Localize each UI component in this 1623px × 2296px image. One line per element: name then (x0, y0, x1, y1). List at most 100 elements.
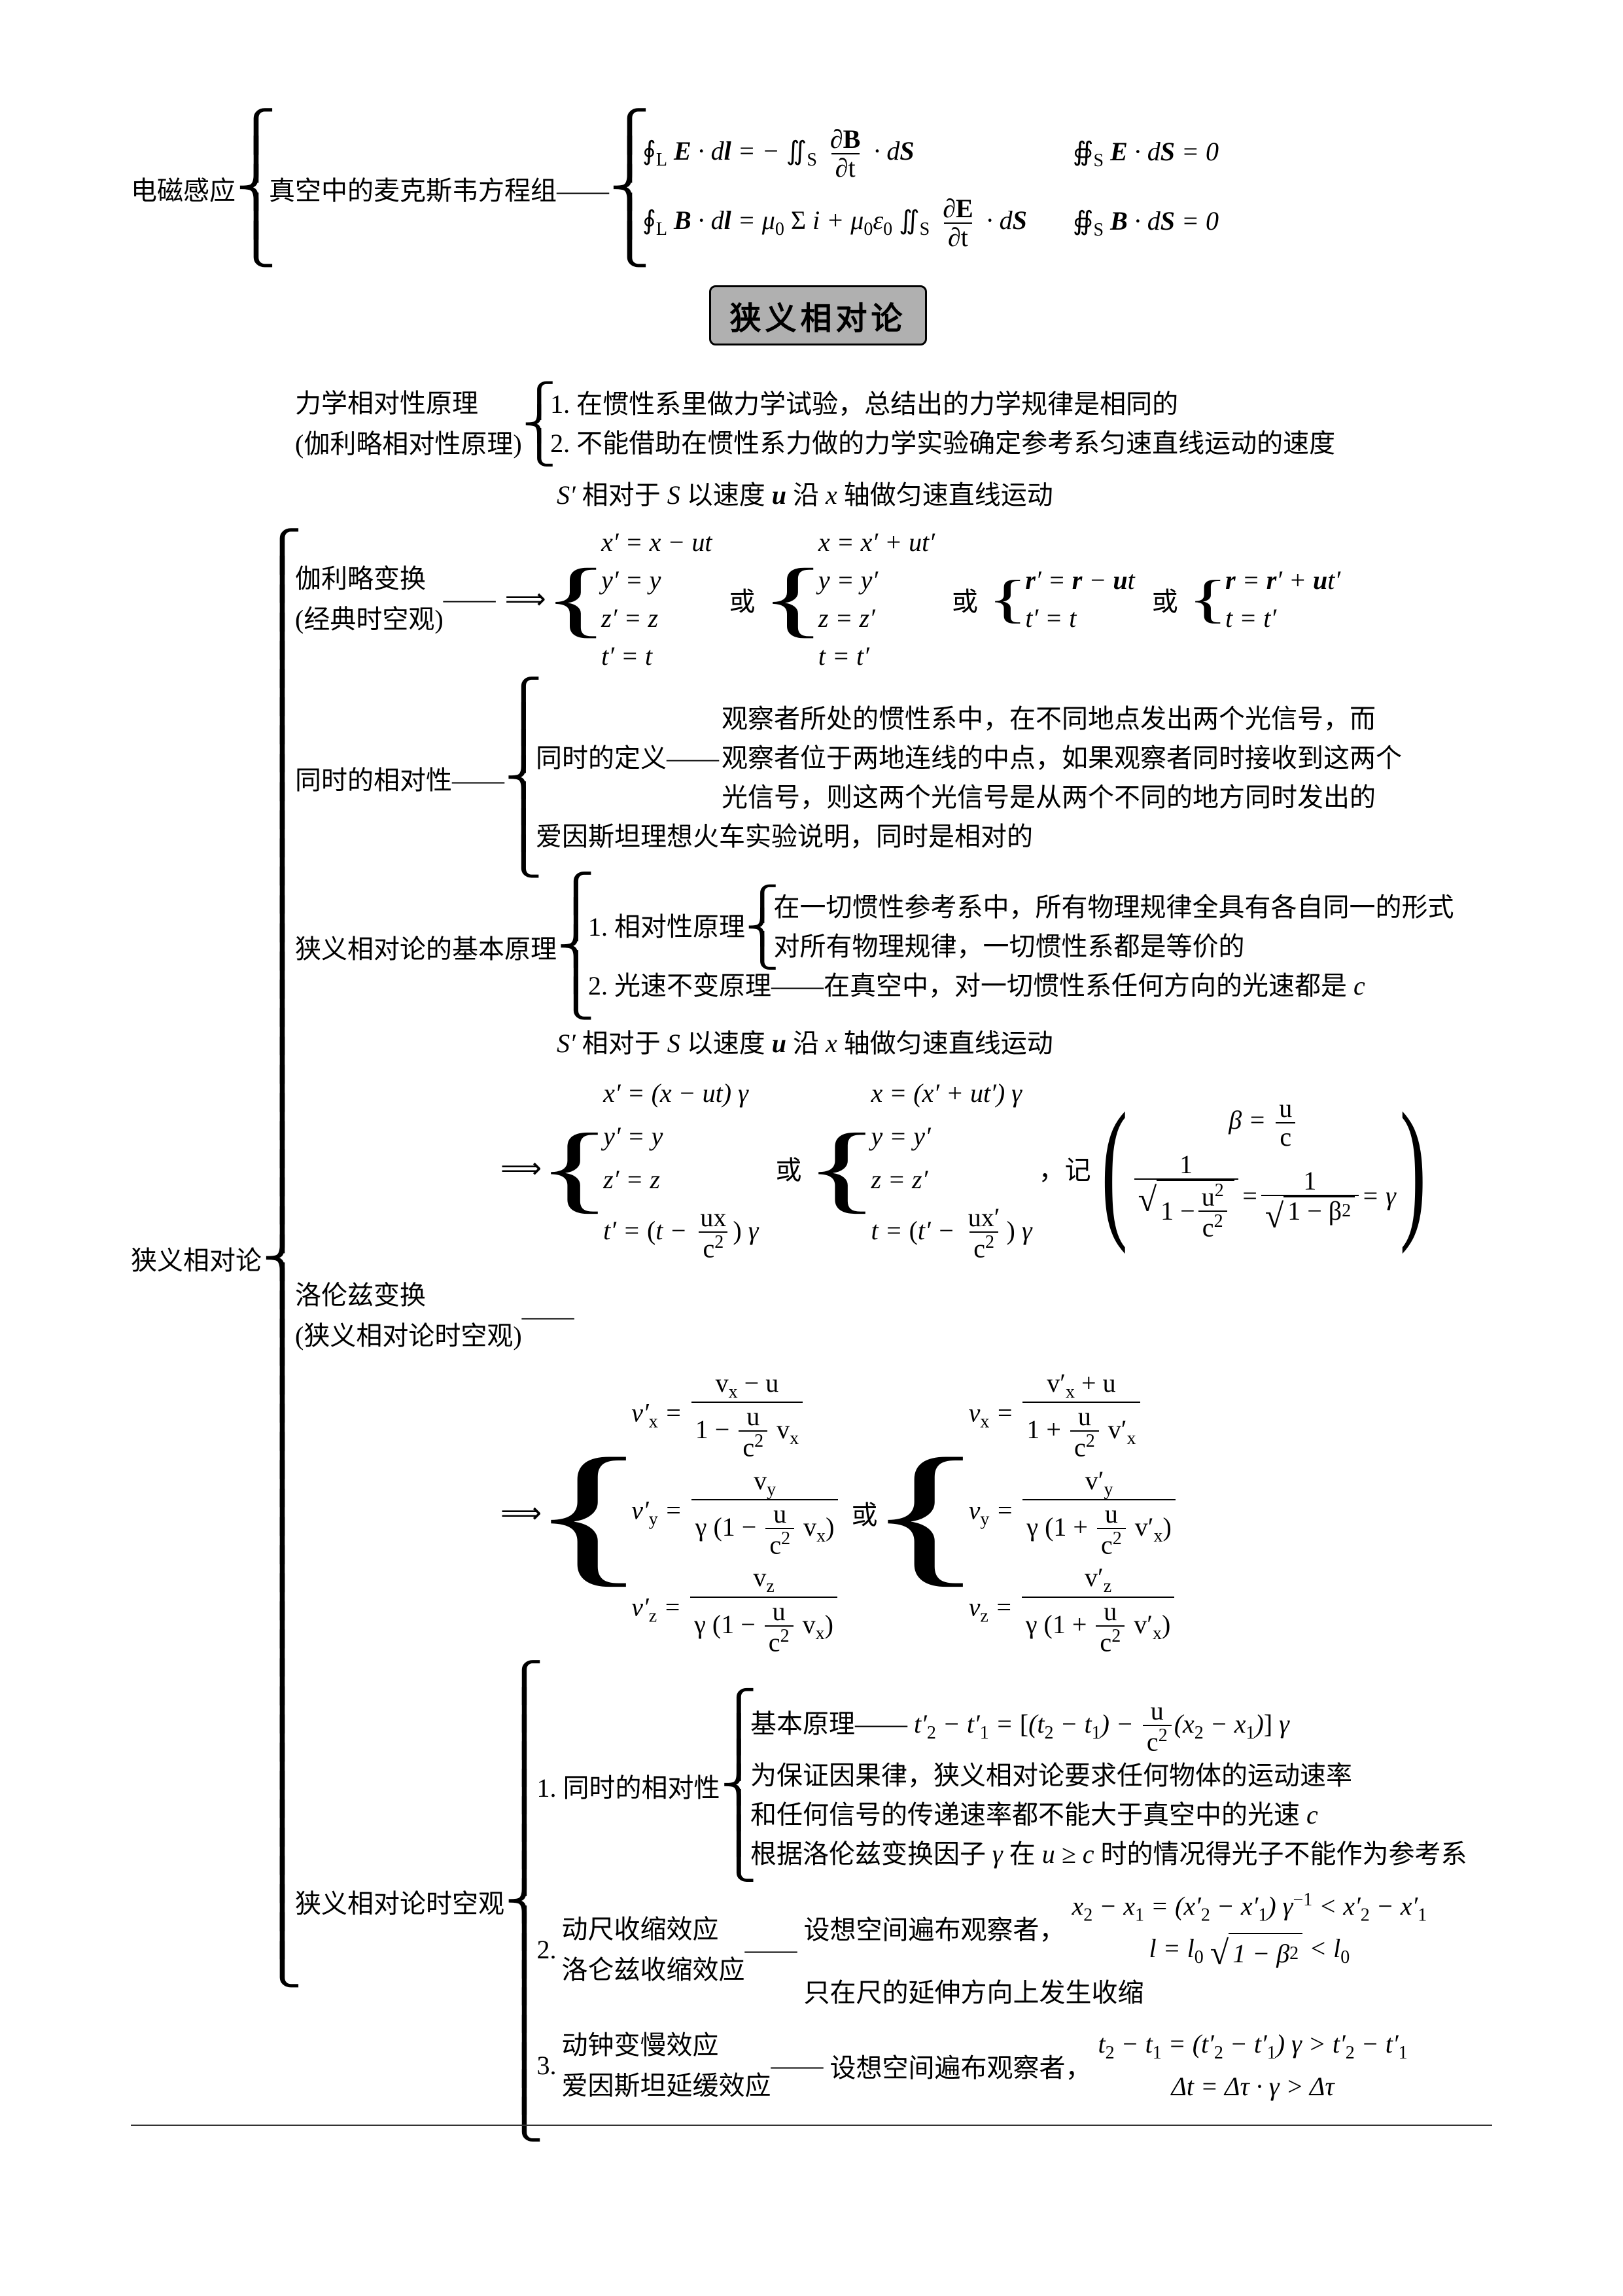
or-text: 或 (775, 1149, 801, 1187)
st-simultaneity: 1. 同时的相对性 ⎧ ⎪ ⎪ ⎨ ⎪ ⎪ ⎩ 基本原理—— t′2 − t′1… (537, 1697, 1467, 1875)
st-time-dilation: 3. 动钟变慢效应 爱因斯坦延缓效应 —— 设想空间遍布观察者， t2 − t1… (537, 2024, 1467, 2106)
vel2-z: vz = v′zγ (1 + uc2 v′x) (969, 1564, 1178, 1656)
frame-note-2: S′ 相对于 S 以速度 u 沿 x 轴做匀速直线运动 (557, 1022, 1505, 1060)
st-time-eq2: Δt = Δτ · γ > Δτ (1171, 2067, 1334, 2106)
brace-icon: { (760, 561, 826, 637)
gal-s1-3: z′ = z (601, 599, 712, 637)
st-sim-l2: 为保证因果律，狭义相对论要求任何物体的运动速率 (750, 1756, 1467, 1795)
st-sim-num: 1. 同时的相对性 (537, 1767, 720, 1805)
st-sim-l4: 根据洛伦兹变换因子 γ 在 u ≥ c 时的情况得光子不能作为参考系 (750, 1835, 1467, 1874)
implies-icon: ⟹ (500, 1152, 542, 1185)
post-p1-label: 1. 相对性原理 (588, 908, 745, 947)
maxwell-eq3: ∮L B · dl = μ0 Σ i + μ0ε0 ∬S ∂E∂t · dS (642, 195, 1027, 251)
st-len-text2: 只在尺的延伸方向上发生收缩 (804, 1973, 1427, 2013)
brace-icon: ⎧ ⎨ ⎩ (522, 389, 557, 459)
maxwell-eq1: ∮L E · dl = − ∬S ∂B∂t · dS (642, 126, 1027, 182)
brace-icon: { (543, 561, 608, 637)
mech-rel-label-top: 力学相对性原理 (295, 383, 478, 424)
st-sim-l1: 基本原理—— t′2 − t′1 = [(t2 − t1) − uc2(x2 −… (750, 1697, 1467, 1756)
galileo-dash: —— (444, 584, 496, 614)
gal-s1-1: x′ = x − ut (601, 523, 712, 561)
brace-icon: ⎧ ⎨ ⎩ (745, 892, 780, 963)
gal-s4-1: r = r′ + ut′ (1225, 561, 1340, 599)
brace-icon: ⎧ ⎪ ⎪ ⎨ ⎪ ⎪ ⎩ (720, 1697, 758, 1875)
lor-s2-3: z = z′ (871, 1161, 1032, 1199)
footer-rule (131, 2125, 1492, 2126)
st-sim-l3: 和任何信号的传递速率都不能大于真空中的光速 c (750, 1795, 1467, 1835)
lor-s1-3: z′ = z (603, 1161, 758, 1199)
gal-s4-2: t = t′ (1225, 599, 1340, 637)
lorentz-dash: —— (522, 1301, 574, 1332)
page: 电磁感应 ⎧ ⎪ ⎨ ⎪ ⎩ 真空中的麦克斯韦方程组—— ⎧ ⎪ ⎨ ⎪ ⎩ ∮… (0, 0, 1623, 2296)
vel1-z: v′z = vzγ (1 − uc2 vx) (631, 1564, 841, 1656)
st-time-text1: 设想空间遍布观察者， (830, 2047, 1092, 2085)
mech-rel-line2: 2. 不能借助在惯性系力做的力学实验确定参考系匀速直线运动的速度 (550, 424, 1335, 463)
maxwell-eq4: ∯S B · dS = 0 (1073, 205, 1219, 241)
gal-s2-3: z = z′ (818, 599, 935, 637)
or-text: 或 (1152, 580, 1178, 618)
lorentz-label-row: 洛伦兹变换 (狭义相对论时空观) —— (295, 1275, 1505, 1356)
simul-einstein: 爱因斯坦理想火车实验说明，同时是相对的 (536, 817, 1402, 857)
lorentz-label-top: 洛伦兹变换 (295, 1275, 426, 1316)
gamma-def: 1√1 − u2c2 = 1√1 − β2 = γ (1132, 1151, 1396, 1242)
sr-spacetime-view: 狭义相对论时空观 ⎧ ⎪ ⎪ ⎪ ⎪ ⎪ ⎪ ⎪ ⎨ ⎪ ⎪ ⎪ ⎪ ⎪ ⎪ ⎪… (295, 1669, 1505, 2134)
frame-note-1: S′ 相对于 S 以速度 u 沿 x 轴做匀速直线运动 (557, 474, 1505, 512)
brace-icon: ⎧ ⎪ ⎨ ⎪ ⎩ (609, 118, 650, 259)
lorentz-transform-coord: ⟹ { x′ = (x − ut) γ y′ = y z′ = z t′ = (… (491, 1072, 1505, 1265)
maxwell-equations: ∮L E · dl = − ∬S ∂B∂t · dS ∯S E · dS = 0… (642, 126, 1219, 251)
lor-s2-2: y = y′ (871, 1118, 1032, 1156)
post-p2: 2. 光速不变原理——在真空中，对一切惯性系任何方向的光速都是 c (588, 966, 1454, 1006)
post-p1-l1: 在一切惯性参考系中，所有物理规律全具有各自同一的形式 (774, 888, 1454, 927)
vel1-x: v′x = vx − u1 − uc2 vx (631, 1369, 841, 1462)
galileo-transform: 伽利略变换 (经典时空观) —— ⟹ { x′ = x − ut y′ = y … (295, 523, 1505, 675)
st-time-name1: 动钟变慢效应 (562, 2025, 719, 2066)
st-time-dash: —— (771, 2050, 824, 2081)
maxwell-block: 电磁感应 ⎧ ⎪ ⎨ ⎪ ⎩ 真空中的麦克斯韦方程组—— ⎧ ⎪ ⎨ ⎪ ⎩ ∮… (131, 118, 1505, 259)
mech-rel-line1: 1. 在惯性系里做力学试验，总结出的力学规律是相同的 (550, 385, 1335, 424)
gal-s2-2: y = y′ (818, 561, 935, 599)
or-text: 或 (729, 580, 756, 618)
brace-icon: ⎧ ⎪ ⎪ ⎪ ⎪ ⎪ ⎪ ⎪ ⎨ ⎪ ⎪ ⎪ ⎪ ⎪ ⎪ ⎪ ⎩ (504, 1669, 544, 2134)
brace-icon: { (529, 1442, 649, 1583)
brace-icon: { (987, 576, 1027, 623)
brace-icon: ⎧ ⎪ ⎪ ⎨ ⎪ ⎪ ⎩ (504, 686, 543, 870)
st-len-dash: —— (745, 1934, 797, 1965)
simul-label: 同时的相对性—— (295, 759, 504, 797)
lorentz-note-label: ，记 (1039, 1149, 1091, 1187)
st-time-eq1: t2 − t1 = (t′2 − t′1) γ > t′2 − t′1 (1098, 2024, 1408, 2067)
gal-s2-1: x = x′ + ut′ (818, 523, 935, 561)
simul-def-l2: 观察者位于两地连线的中点，如果观察者同时接收到这两个 (722, 739, 1402, 778)
lor-s1-2: y′ = y (603, 1118, 758, 1156)
section-title-wrap: 狭义相对论 (131, 285, 1505, 345)
brace-icon: { (536, 1122, 612, 1215)
paren-icon: ) (1400, 1089, 1426, 1246)
lor-s2-1: x = (x′ + ut′) γ (871, 1074, 1032, 1112)
maxwell-label: 真空中的麦克斯韦方程组—— (269, 169, 609, 207)
brace-icon: ⎧ ⎪ ⎨ ⎪ ⎩ (557, 881, 595, 1013)
st-len-name2: 洛仑兹收缩效应 (562, 1950, 745, 1990)
implies-icon: ⟹ (505, 582, 546, 616)
simultaneity-relativity: 同时的相对性—— ⎧ ⎪ ⎪ ⎨ ⎪ ⎪ ⎩ 同时的定义—— 观察者所处的惯性系… (295, 686, 1505, 870)
brace-icon: ⎧ ⎪ ⎨ ⎪ ⎩ (236, 118, 277, 259)
st-len-text1: 设想空间遍布观察者， (804, 1911, 1066, 1950)
brace-icon: { (865, 1442, 986, 1583)
gal-s3-1: r′ = r − ut (1025, 561, 1134, 599)
gal-s3-2: t′ = t (1025, 599, 1134, 637)
galileo-label-top: 伽利略变换 (295, 559, 426, 599)
vel1-y: v′y = vyγ (1 − uc2 vx) (631, 1467, 841, 1559)
lorentz-transform-vel: ⟹ { v′x = vx − u1 − uc2 vx v′y = vyγ (1 … (491, 1367, 1505, 1659)
brace-icon: { (1187, 576, 1227, 623)
paren-icon: ( (1102, 1089, 1128, 1246)
gal-s1-2: y′ = y (601, 561, 712, 599)
lor-s1-4: t′ = (t − uxc2) γ (603, 1204, 758, 1262)
section-title: 狭义相对论 (709, 285, 926, 345)
sr-postulates: 狭义相对论的基本原理 ⎧ ⎪ ⎨ ⎪ ⎩ 1. 相对性原理 ⎧ ⎨ ⎩ 在一切惯… (295, 881, 1505, 1013)
lor-s1-1: x′ = (x − ut) γ (603, 1074, 758, 1112)
mechanical-relativity: 力学相对性原理 (伽利略相对性原理) ⎧ ⎨ ⎩ 1. 在惯性系里做力学试验，总… (295, 383, 1505, 465)
lorentz-label-bot: (狭义相对论时空观) (295, 1316, 522, 1356)
simul-def-l1: 观察者所处的惯性系中，在不同地点发出两个光信号，而 (722, 699, 1402, 739)
gal-s2-4: t = t′ (818, 637, 935, 675)
st-len-eq1: x2 − x1 = (x′2 − x′1) γ−1 < x′2 − x′1 (1072, 1886, 1427, 1929)
spacetime-label: 狭义相对论时空观 (295, 1882, 504, 1920)
beta-def: β = uc (1229, 1095, 1299, 1151)
